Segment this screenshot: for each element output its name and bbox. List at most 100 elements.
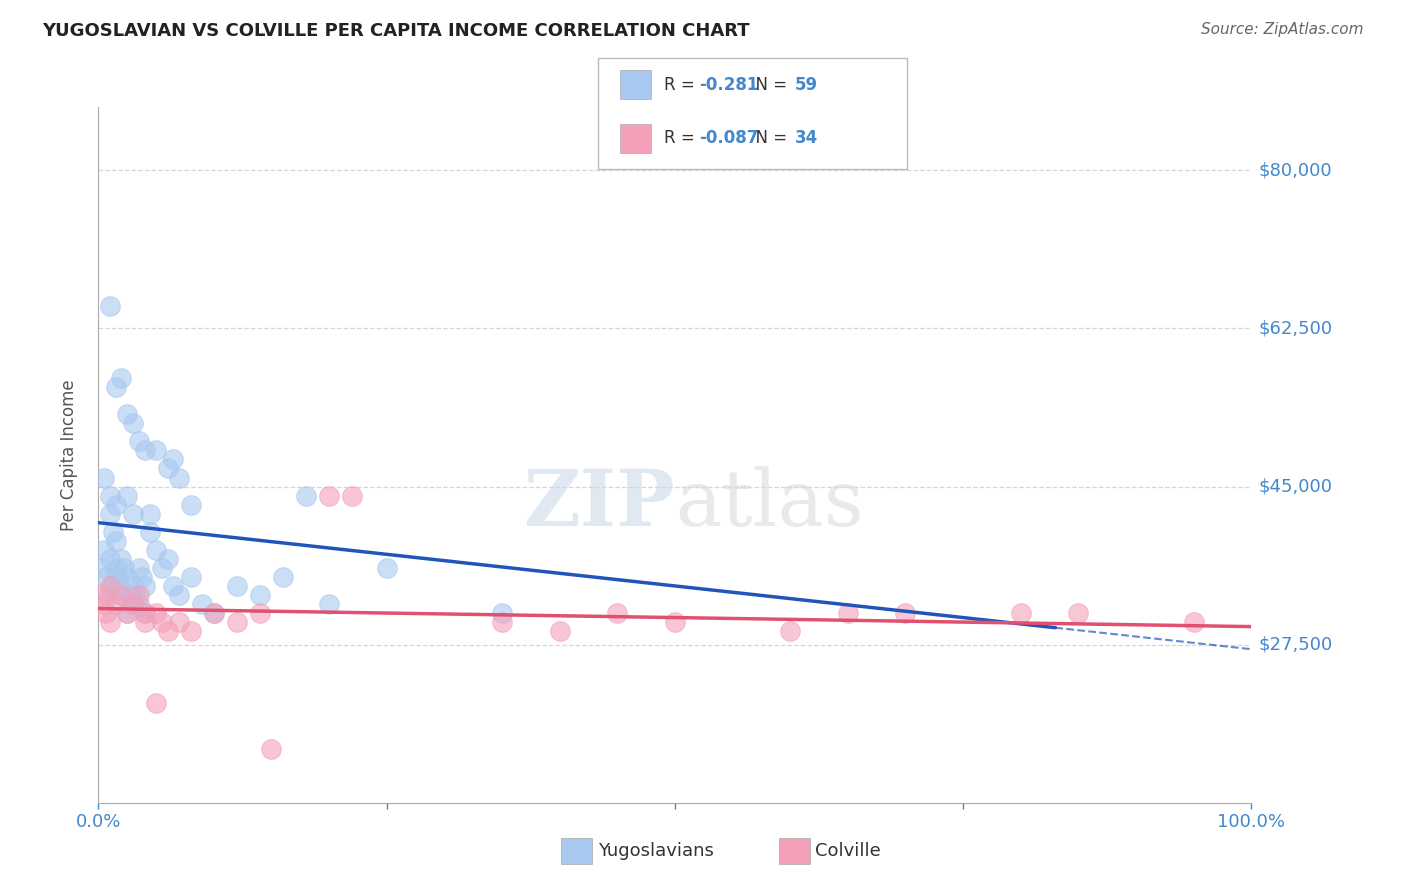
Y-axis label: Per Capita Income: Per Capita Income — [59, 379, 77, 531]
Point — [110, 371, 132, 385]
Point — [110, 551, 132, 566]
Point — [112, 561, 135, 575]
Text: atlas: atlas — [675, 466, 863, 541]
Text: Source: ZipAtlas.com: Source: ZipAtlas.com — [1201, 22, 1364, 37]
Point — [664, 615, 686, 629]
Point — [340, 489, 363, 503]
Point — [110, 588, 132, 602]
Point — [167, 588, 190, 602]
Point — [104, 498, 127, 512]
Point — [180, 624, 202, 639]
Point — [98, 299, 121, 313]
Point — [150, 615, 173, 629]
Point — [145, 542, 167, 557]
Point — [122, 597, 145, 611]
Text: $45,000: $45,000 — [1258, 477, 1333, 496]
Point — [295, 489, 318, 503]
Point — [90, 588, 112, 602]
Point — [110, 588, 132, 602]
Point — [606, 606, 628, 620]
Point — [134, 615, 156, 629]
Point — [117, 570, 139, 584]
Point — [779, 624, 801, 639]
Point — [117, 606, 139, 620]
Point — [271, 570, 294, 584]
Point — [128, 588, 150, 602]
Point — [491, 606, 513, 620]
Point — [180, 570, 202, 584]
Text: R =: R = — [664, 129, 700, 147]
Point — [134, 606, 156, 620]
Point — [117, 407, 139, 421]
Point — [180, 498, 202, 512]
Text: 34: 34 — [794, 129, 818, 147]
Text: $27,500: $27,500 — [1258, 636, 1333, 654]
Point — [93, 542, 115, 557]
Point — [491, 615, 513, 629]
Point — [98, 489, 121, 503]
Point — [96, 570, 118, 584]
Point — [225, 579, 247, 593]
Point — [104, 597, 127, 611]
Point — [128, 597, 150, 611]
Point — [104, 561, 127, 575]
Point — [202, 606, 225, 620]
Point — [156, 461, 179, 475]
Point — [128, 561, 150, 575]
Point — [97, 588, 120, 602]
Text: N =: N = — [745, 129, 793, 147]
Point — [150, 561, 173, 575]
Point — [318, 597, 340, 611]
Point — [139, 507, 162, 521]
Point — [134, 579, 156, 593]
Text: -0.087: -0.087 — [699, 129, 758, 147]
Point — [134, 606, 156, 620]
Point — [249, 588, 271, 602]
Point — [122, 579, 145, 593]
Point — [145, 697, 167, 711]
Point — [98, 579, 121, 593]
Point — [318, 489, 340, 503]
Point — [894, 606, 917, 620]
Point — [191, 597, 214, 611]
Point — [122, 417, 145, 431]
Text: $80,000: $80,000 — [1258, 161, 1331, 179]
Point — [90, 561, 112, 575]
Text: 59: 59 — [794, 76, 817, 94]
Text: R =: R = — [664, 76, 700, 94]
Point — [375, 561, 398, 575]
Text: $62,500: $62,500 — [1258, 319, 1333, 337]
Text: ZIP: ZIP — [523, 466, 675, 541]
Point — [98, 507, 121, 521]
Point — [260, 741, 283, 756]
Point — [98, 551, 121, 566]
Point — [122, 597, 145, 611]
Point — [249, 606, 271, 620]
Text: Yugoslavians: Yugoslavians — [598, 842, 713, 860]
Point — [145, 443, 167, 458]
Point — [162, 452, 184, 467]
Point — [156, 551, 179, 566]
Point — [122, 507, 145, 521]
Point — [1182, 615, 1205, 629]
Point — [167, 615, 190, 629]
Point — [225, 615, 247, 629]
Point — [156, 624, 179, 639]
Point — [162, 579, 184, 593]
Text: -0.281: -0.281 — [699, 76, 758, 94]
Point — [93, 470, 115, 484]
Point — [117, 606, 139, 620]
Point — [107, 570, 129, 584]
Point — [139, 524, 162, 539]
Text: N =: N = — [745, 76, 793, 94]
Point — [1010, 606, 1032, 620]
Point — [120, 588, 142, 602]
Point — [98, 615, 121, 629]
Point — [96, 606, 118, 620]
Point — [134, 443, 156, 458]
Point — [124, 588, 146, 602]
Point — [103, 524, 125, 539]
Point — [101, 579, 124, 593]
Point — [131, 570, 153, 584]
Point — [104, 380, 127, 394]
